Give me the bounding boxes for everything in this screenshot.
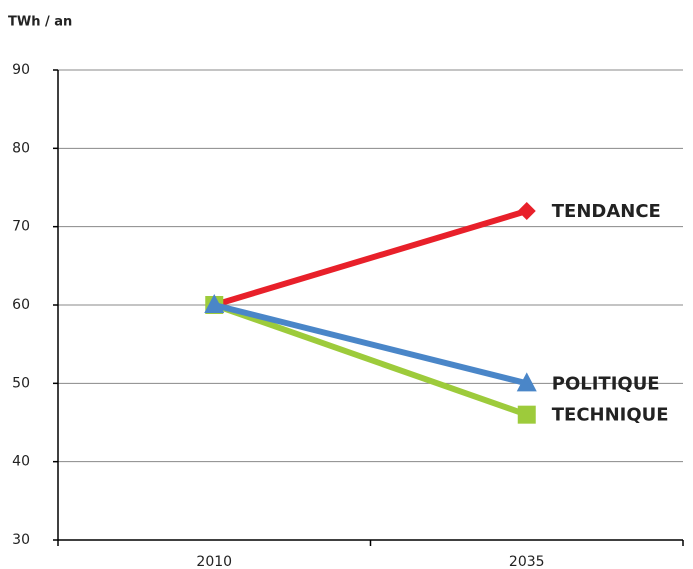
series-label: TECHNIQUE [552,405,669,426]
y-tick-label: 90 [12,62,30,78]
y-tick-label: 40 [12,454,30,470]
marker [517,405,536,424]
y-tick-label: 60 [12,297,30,313]
series-line [213,302,528,418]
series-line [213,208,528,308]
y-tick-label: 30 [12,532,30,548]
series-line [213,302,528,387]
series-label: POLITIQUE [552,373,660,394]
marker [516,372,537,392]
x-tick-label: 2010 [196,554,232,569]
x-tick-label: 2035 [509,554,545,569]
marker [517,202,536,220]
y-tick-label: 50 [12,375,30,391]
series-label: TENDANCE [552,201,661,222]
marker [204,294,225,313]
y-tick-label: 80 [12,140,30,156]
y-axis-label: TWh / an [8,15,72,30]
y-tick-label: 70 [12,219,30,235]
